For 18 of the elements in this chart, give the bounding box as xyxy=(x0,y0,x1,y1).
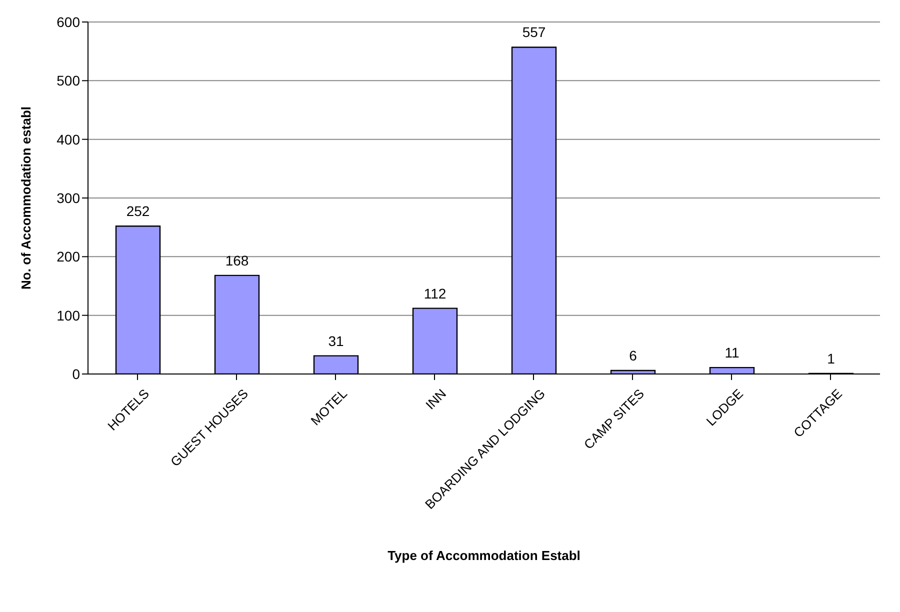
y-tick-label: 100 xyxy=(56,307,80,324)
y-tick-label: 500 xyxy=(56,72,80,89)
data-label: 6 xyxy=(629,347,638,364)
data-label: 557 xyxy=(522,24,546,40)
y-tick-label: 200 xyxy=(56,248,80,265)
y-axis-title: No. of Accommodation establ xyxy=(18,106,34,290)
data-label: 11 xyxy=(724,344,740,361)
y-tick-label: 0 xyxy=(72,366,80,382)
data-label: 112 xyxy=(424,285,446,302)
y-tick-label: 400 xyxy=(56,131,80,148)
data-label: 252 xyxy=(126,203,150,220)
data-label: 1 xyxy=(827,350,836,366)
y-tick-label: 600 xyxy=(56,14,80,30)
data-label: 31 xyxy=(328,332,344,349)
y-tick-label: 300 xyxy=(56,190,80,206)
x-axis-title: Type of Accommodation Establ xyxy=(388,548,580,563)
x-tick-label: INN xyxy=(422,386,450,412)
data-label: 168 xyxy=(225,252,249,268)
